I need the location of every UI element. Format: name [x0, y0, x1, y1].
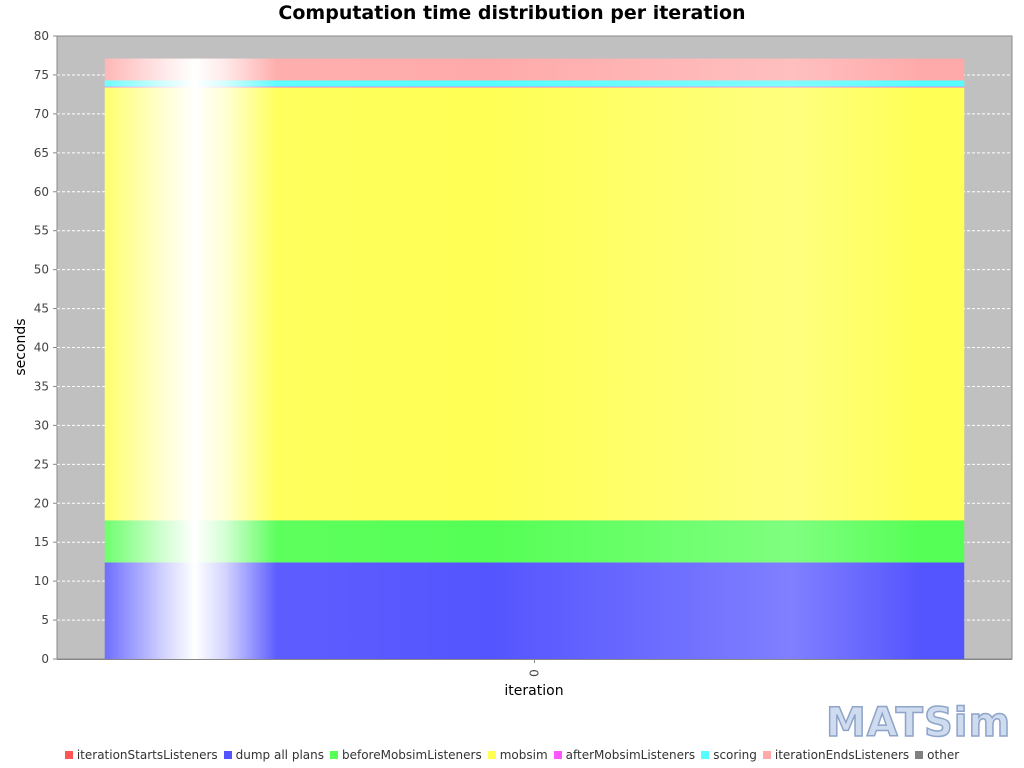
- y-tick-label: 0: [41, 652, 49, 666]
- y-tick-label: 45: [34, 302, 49, 316]
- y-axis-label: seconds: [13, 318, 29, 376]
- legend-swatch: [329, 751, 338, 759]
- legend-label: afterMobsimListeners: [565, 748, 696, 762]
- legend-label: other: [927, 748, 960, 762]
- legend-swatch: [64, 751, 73, 759]
- legend-swatch: [915, 751, 924, 759]
- legend-item: mobsim: [487, 748, 548, 762]
- y-tick-label: 55: [34, 224, 49, 238]
- y-tick-label: 20: [34, 496, 49, 510]
- y-tick-label: 35: [34, 379, 49, 393]
- legend-item: scoring: [701, 748, 757, 762]
- legend-label: beforeMobsimListeners: [341, 748, 482, 762]
- y-tick-label: 65: [34, 146, 49, 160]
- y-tick-label: 30: [34, 418, 49, 432]
- legend-swatch: [223, 751, 232, 759]
- y-tick-label: 5: [41, 613, 49, 627]
- y-tick-label: 60: [34, 185, 49, 199]
- legend-label: dump all plans: [235, 748, 324, 762]
- legend-item: afterMobsimListeners: [553, 748, 696, 762]
- legend-item: iterationStartsListeners: [64, 748, 218, 762]
- legend-item: beforeMobsimListeners: [329, 748, 482, 762]
- legend-item: other: [915, 748, 959, 762]
- x-axis-label: iteration: [504, 683, 564, 699]
- y-tick-label: 15: [34, 535, 49, 549]
- y-tick-label: 10: [34, 574, 49, 588]
- y-tick-label: 80: [34, 29, 49, 43]
- legend-label: mobsim: [499, 748, 548, 762]
- legend-label: iterationStartsListeners: [76, 748, 218, 762]
- y-tick-label: 50: [34, 263, 49, 277]
- legend-item: dump all plans: [223, 748, 324, 762]
- legend-swatch: [487, 751, 496, 759]
- legend-label: scoring: [713, 748, 757, 762]
- chart-title: Computation time distribution per iterat…: [278, 2, 746, 24]
- legend-label: iterationEndsListeners: [774, 748, 910, 762]
- y-tick-label: 75: [34, 68, 49, 82]
- y-tick-label: 25: [34, 457, 49, 471]
- legend-swatch: [553, 751, 562, 759]
- y-tick-label: 70: [34, 107, 49, 121]
- legend: iterationStartsListeners dump all plans be…: [0, 748, 1024, 762]
- legend-swatch: [701, 751, 710, 759]
- y-tick-label: 40: [34, 341, 49, 355]
- matsim-logo: MATSim: [825, 699, 1012, 747]
- x-tick-label: 0: [528, 669, 542, 677]
- bar-glare: [104, 58, 965, 660]
- legend-swatch: [762, 751, 771, 759]
- legend-item: iterationEndsListeners: [762, 748, 910, 762]
